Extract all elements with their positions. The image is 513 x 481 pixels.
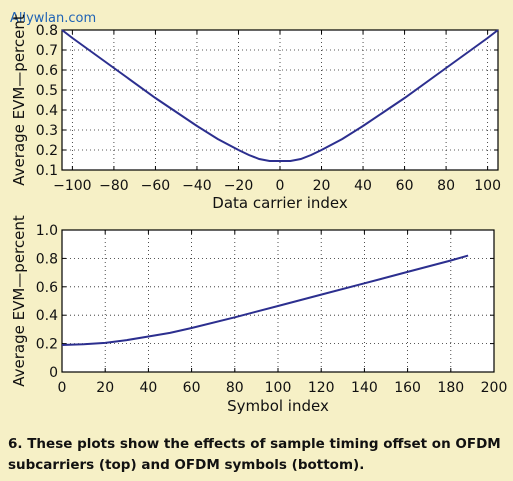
chart1-y-axis-label: Average EVM—percent [10,14,28,186]
chart1-xtick-label: −80 [99,178,129,194]
chart1-ytick-label: 0.8 [36,23,58,39]
chart1-xtick-label: 80 [437,178,455,194]
chart2-ytick-label: 0.6 [36,280,58,296]
chart2-xtick-label: 60 [183,380,201,396]
chart1-ytick-label: 0.1 [36,163,58,179]
chart1-x-axis-label: Data carrier index [212,194,348,212]
chart2-xtick-label: 120 [308,380,335,396]
chart2-ytick-label: 0.8 [36,251,58,267]
chart1-ytick-label: 0.6 [36,63,58,79]
chart2-ytick-label: 1.0 [36,223,58,239]
chart2-ytick-label: 0.4 [36,308,58,324]
chart2-xtick-label: 20 [96,380,114,396]
plots-canvas: Allywlan.com −100 −80 −60 −40 −20 0 20 40 60 80 10… [10,11,508,415]
chart2-xtick-label: 80 [226,380,244,396]
chart1-xtick-label: −40 [182,178,212,194]
chart1-xtick-label: 0 [276,178,285,194]
chart2-x-axis-label: Symbol index [227,397,329,415]
chart2-ytick-label: 0 [49,365,58,381]
chart2-series-line-0 [61,254,469,346]
chart1-series-line-0 [61,29,499,162]
chart1-xtick-label: 20 [313,178,331,194]
chart2-y-axis-label: Average EVM—percent [10,215,28,387]
chart1-ytick-label: 0.3 [36,123,58,139]
chart2-ytick-label: 0.2 [36,337,58,353]
chart1-xtick-label: 60 [396,178,414,194]
chart1-xtick-label: −60 [141,178,171,194]
chart1-xtick-label: −100 [53,178,91,194]
chart1-xtick-label: −20 [224,178,254,194]
chart1-ytick-label: 0.5 [36,83,58,99]
chart1-ytick-label: 0.2 [36,143,58,159]
chart2-xtick-label: 180 [437,380,464,396]
chart2-plot-area [61,229,495,373]
chart2-xtick-label: 100 [265,380,292,396]
chart1-xtick-label: 100 [474,178,501,194]
chart2-xtick-label: 200 [481,380,508,396]
chart2-xtick-label: 40 [139,380,157,396]
chart2-xtick-label: 0 [58,380,67,396]
chart2-xtick-label: 160 [394,380,421,396]
figure-caption: 6. These plots show the effects of sampl… [8,436,501,473]
chart2-xtick-label: 140 [351,380,378,396]
chart1-xtick-label: 40 [354,178,372,194]
watermark: Allywlan.com [10,11,96,26]
chart1-ytick-label: 0.7 [36,43,58,59]
chart1-ytick-label: 0.4 [36,103,58,119]
